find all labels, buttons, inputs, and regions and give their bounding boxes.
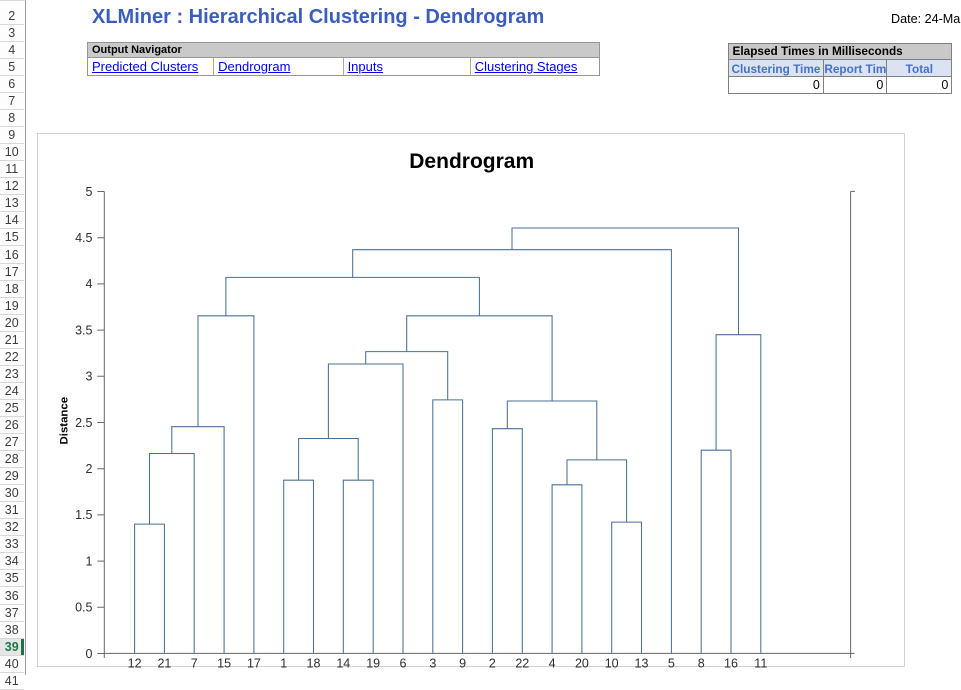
- svg-text:14: 14: [336, 656, 350, 670]
- svg-text:1.5: 1.5: [75, 508, 92, 522]
- svg-text:5: 5: [86, 185, 93, 199]
- svg-text:15: 15: [217, 656, 231, 670]
- svg-text:11: 11: [754, 656, 767, 670]
- svg-text:12: 12: [128, 656, 142, 670]
- svg-text:2.5: 2.5: [75, 416, 92, 430]
- svg-text:3.5: 3.5: [75, 323, 92, 337]
- svg-text:13: 13: [635, 656, 649, 670]
- svg-text:6: 6: [400, 656, 407, 670]
- svg-text:0.5: 0.5: [75, 601, 92, 615]
- svg-text:19: 19: [366, 656, 380, 670]
- svg-text:8: 8: [698, 656, 705, 670]
- svg-text:1: 1: [86, 554, 93, 568]
- svg-text:18: 18: [307, 656, 321, 670]
- svg-text:7: 7: [191, 656, 198, 670]
- svg-text:4: 4: [86, 277, 93, 291]
- svg-text:2: 2: [86, 462, 93, 476]
- svg-text:2: 2: [489, 656, 496, 670]
- svg-text:20: 20: [575, 656, 589, 670]
- svg-text:10: 10: [605, 656, 619, 670]
- svg-text:9: 9: [459, 656, 466, 670]
- svg-text:0: 0: [86, 647, 93, 661]
- svg-text:1: 1: [280, 656, 287, 670]
- svg-text:21: 21: [157, 656, 171, 670]
- svg-text:3: 3: [86, 370, 93, 384]
- svg-text:3: 3: [429, 656, 436, 670]
- svg-text:Dendrogram: Dendrogram: [409, 150, 534, 173]
- svg-text:17: 17: [247, 656, 261, 670]
- svg-text:16: 16: [724, 656, 738, 670]
- svg-text:4.5: 4.5: [75, 231, 92, 245]
- svg-text:Distance: Distance: [59, 397, 71, 444]
- svg-text:4: 4: [549, 656, 556, 670]
- svg-text:22: 22: [515, 656, 529, 670]
- svg-text:5: 5: [668, 656, 675, 670]
